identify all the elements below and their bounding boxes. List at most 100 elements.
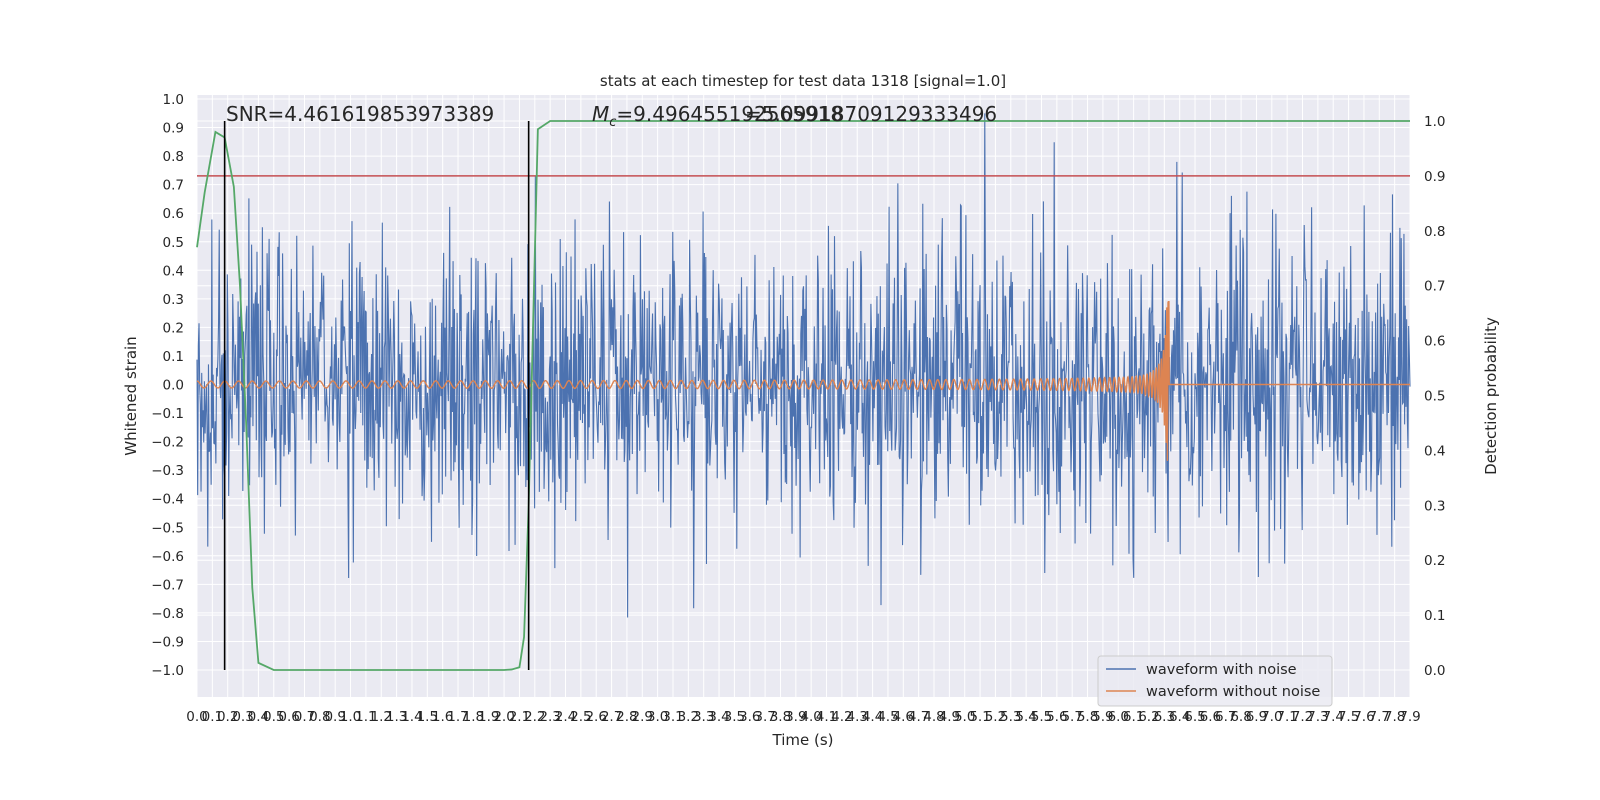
- x-tick-label: 5.3: [1000, 709, 1021, 725]
- series-detection-probability: [196, 120, 1410, 671]
- x-tick-label: 6.7: [1215, 709, 1236, 725]
- x-tick-label: 7.7: [1369, 709, 1390, 725]
- x-tick-label: 2.2: [524, 709, 545, 725]
- x-tick-label: 5.5: [1031, 709, 1052, 725]
- x-tick-label: 3.3: [693, 709, 714, 725]
- x-tick-label: 7.2: [1292, 709, 1313, 725]
- x-tick-label: 4.3: [846, 709, 867, 725]
- y-axis-title-right: Detection probability: [1482, 317, 1500, 475]
- x-tick-label: 1.6: [432, 709, 453, 725]
- x-tick-label: 6.6: [1200, 709, 1221, 725]
- y-tick-label-right: 0.7: [1424, 279, 1445, 295]
- x-tick-label: 7.0: [1261, 709, 1282, 725]
- y-tick-label-right: 0.1: [1424, 608, 1445, 624]
- x-tick-label: 1.9: [478, 709, 499, 725]
- x-tick-label: 0.2: [217, 709, 238, 725]
- y-tick-label-left: −0.6: [151, 549, 184, 565]
- x-tick-label: 7.4: [1322, 709, 1343, 725]
- x-tick-label: 1.2: [371, 709, 392, 725]
- annotation-mc-subscript: c: [609, 115, 616, 130]
- x-tick-label: 1.1: [355, 709, 376, 725]
- x-tick-label: 6.2: [1138, 709, 1159, 725]
- y-tick-label-left: 0.1: [163, 349, 184, 365]
- x-tick-label: 7.3: [1307, 709, 1328, 725]
- x-tick-label: 5.4: [1015, 709, 1036, 725]
- x-tick-label: 4.2: [831, 709, 852, 725]
- x-tick-label: 6.4: [1169, 709, 1190, 725]
- y-tick-label-left: 0.0: [163, 378, 184, 394]
- y-tick-label-left: −0.3: [151, 463, 184, 479]
- x-tick-label: 1.0: [340, 709, 361, 725]
- annotation-snr: SNR=4.461619853973389: [226, 102, 494, 126]
- y-tick-label-left: 0.6: [163, 206, 184, 222]
- x-tick-label: 4.0: [800, 709, 821, 725]
- chirp-line: [196, 300, 1410, 461]
- y-tick-label-right: 0.0: [1424, 663, 1445, 679]
- y-axis-title-left: Whitened strain: [122, 336, 140, 455]
- y-tick-label-left: 1.0: [163, 92, 184, 108]
- x-tick-label: 4.8: [923, 709, 944, 725]
- x-tick-label: 1.4: [401, 709, 422, 725]
- tick-labels: 0.00.10.20.30.40.50.60.70.80.91.01.11.21…: [151, 92, 1445, 725]
- noise-line: [196, 113, 1411, 618]
- x-tick-label: 4.5: [877, 709, 898, 725]
- detection-probability-line: [196, 120, 1410, 671]
- y-tick-label-left: 0.7: [163, 178, 184, 194]
- legend-label-noise: waveform with noise: [1146, 662, 1297, 678]
- x-tick-label: 2.1: [509, 709, 530, 725]
- y-tick-label-left: −1.0: [151, 663, 184, 679]
- y-tick-label-left: 0.9: [163, 121, 184, 137]
- x-tick-label: 2.3: [539, 709, 560, 725]
- x-tick-label: 0.5: [263, 709, 284, 725]
- x-tick-label: 6.3: [1154, 709, 1175, 725]
- x-tick-label: 5.2: [985, 709, 1006, 725]
- series-waveform-with-noise: [196, 113, 1411, 618]
- y-tick-label-left: −0.7: [151, 577, 184, 593]
- x-tick-label: 7.6: [1353, 709, 1374, 725]
- x-tick-label: 2.8: [616, 709, 637, 725]
- x-tick-label: 1.5: [417, 709, 438, 725]
- x-tick-label: 3.6: [739, 709, 760, 725]
- y-tick-label-left: 0.5: [163, 235, 184, 251]
- x-tick-label: 5.6: [1046, 709, 1067, 725]
- x-tick-label: 4.1: [816, 709, 837, 725]
- x-tick-label: 3.1: [662, 709, 683, 725]
- annotation-chirp-mass: Mc=9.496455192565918: [592, 102, 843, 130]
- x-tick-label: 6.9: [1246, 709, 1267, 725]
- x-tick-label: 2.5: [570, 709, 591, 725]
- y-tick-label-right: 0.8: [1424, 224, 1445, 240]
- x-tick-label: 7.5: [1338, 709, 1359, 725]
- x-tick-label: 0.1: [202, 709, 223, 725]
- vertical-markers: [223, 121, 530, 670]
- series-waveform-without-noise: [196, 300, 1410, 461]
- x-tick-label: 5.7: [1061, 709, 1082, 725]
- x-tick-label: 4.4: [862, 709, 883, 725]
- x-tick-label: 4.7: [908, 709, 929, 725]
- y-tick-label-left: −0.1: [151, 406, 184, 422]
- x-tick-label: 3.7: [754, 709, 775, 725]
- x-tick-label: 7.9: [1399, 709, 1420, 725]
- y-tick-label-right: 0.2: [1424, 553, 1445, 569]
- x-tick-label: 1.3: [386, 709, 407, 725]
- y-tick-label-right: 0.6: [1424, 334, 1445, 350]
- x-tick-label: 0.0: [186, 709, 207, 725]
- y-tick-label-left: −0.4: [151, 492, 184, 508]
- x-tick-label: 4.9: [939, 709, 960, 725]
- x-tick-label: 5.9: [1092, 709, 1113, 725]
- x-tick-label: 2.9: [632, 709, 653, 725]
- annotation-overlap: =5.09918709129333496: [745, 102, 997, 126]
- y-tick-label-right: 0.4: [1424, 443, 1445, 459]
- x-tick-label: 2.0: [493, 709, 514, 725]
- x-tick-label: 3.8: [770, 709, 791, 725]
- x-tick-label: 0.9: [324, 709, 345, 725]
- x-tick-label: 6.8: [1230, 709, 1251, 725]
- x-tick-label: 3.4: [708, 709, 729, 725]
- y-tick-label-right: 0.5: [1424, 389, 1445, 405]
- x-tick-label: 4.6: [893, 709, 914, 725]
- chart-title: stats at each timestep for test data 131…: [600, 72, 1006, 90]
- y-tick-label-left: 0.4: [163, 263, 184, 279]
- x-tick-label: 6.1: [1123, 709, 1144, 725]
- legend-label-clean: waveform without noise: [1146, 684, 1320, 700]
